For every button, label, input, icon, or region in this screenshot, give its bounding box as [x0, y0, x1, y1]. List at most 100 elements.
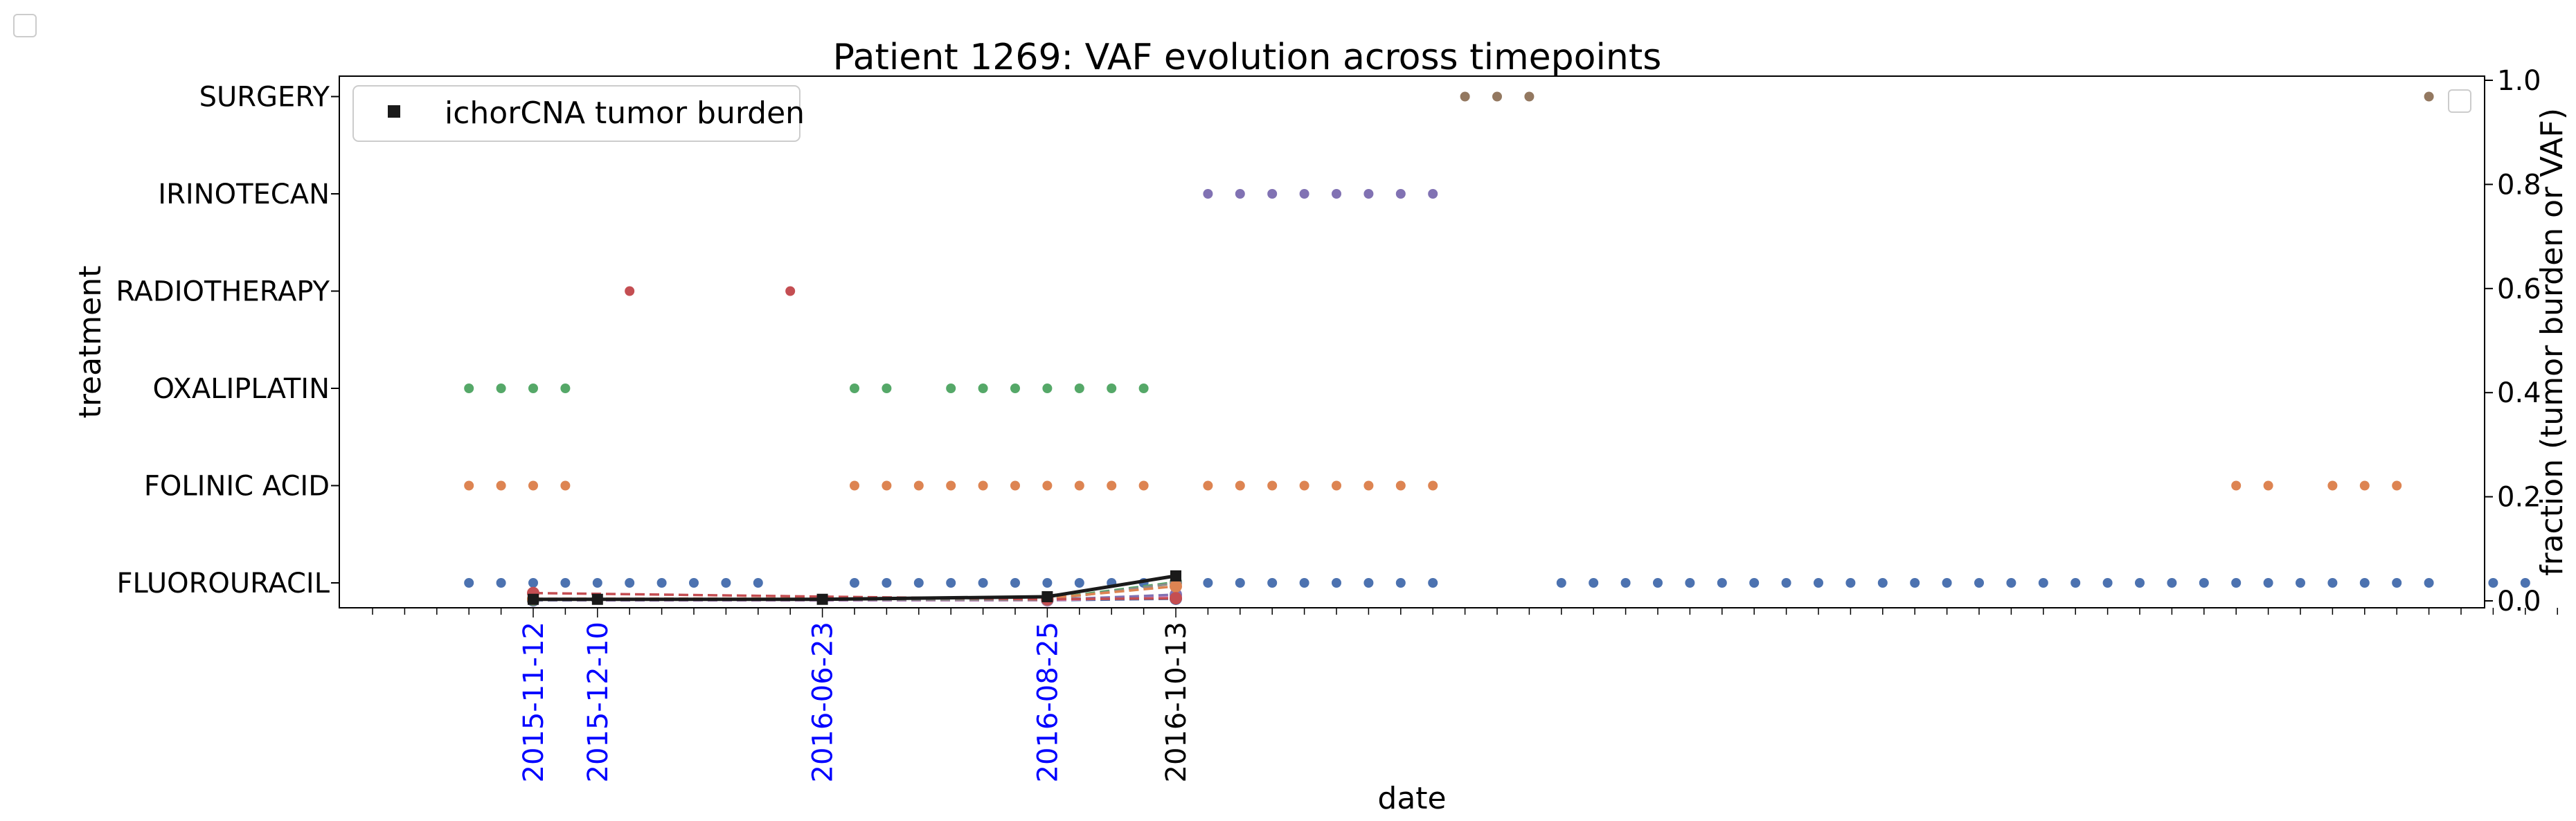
- treatment-point-fluorouracil: [2167, 578, 2177, 588]
- treatment-point-fluorouracil: [753, 578, 763, 588]
- treatment-point-folinic-acid: [1010, 480, 1020, 491]
- right-tick-label-0-8: 0.8: [2497, 169, 2541, 201]
- right-axis-label: fraction (tumor burden or VAF): [2534, 108, 2570, 576]
- treatment-point-fluorouracil: [2424, 578, 2434, 588]
- treatment-point-oxaliplatin: [946, 384, 956, 393]
- treatment-point-folinic-acid: [560, 480, 571, 491]
- x-tick-label-2016-10-13: 2016-10-13: [1161, 622, 1192, 782]
- treatment-point-irinotecan: [1332, 189, 1341, 199]
- treatment-point-folinic-acid: [2392, 480, 2402, 491]
- treatment-point-oxaliplatin: [1138, 384, 1149, 393]
- treatment-point-fluorouracil: [1814, 578, 1823, 588]
- treatment-point-fluorouracil: [560, 578, 571, 588]
- treatment-point-oxaliplatin: [560, 384, 571, 393]
- left-tick-label-surgery: SURGERY: [199, 82, 330, 114]
- left-axis-label: treatment: [73, 266, 108, 419]
- treatment-point-folinic-acid: [978, 480, 988, 491]
- treatment-point-oxaliplatin: [1074, 384, 1084, 393]
- treatment-point-folinic-acid: [2327, 480, 2338, 491]
- legend-marker-square: [388, 105, 400, 118]
- series-point-ichorcna-tumor-burden: [816, 593, 828, 605]
- series-point-vaf-1: [1170, 592, 1182, 605]
- treatment-point-fluorouracil: [1363, 578, 1374, 588]
- vaf-series: [527, 570, 1182, 607]
- treatment-point-folinic-acid: [464, 480, 474, 491]
- treatment-point-fluorouracil: [2231, 578, 2242, 588]
- treatment-point-fluorouracil: [2038, 578, 2048, 588]
- legend-entry-ichorcna: ichorCNA tumor burden: [445, 96, 805, 131]
- series-point-vaf-2: [1170, 579, 1182, 593]
- treatment-point-fluorouracil: [2199, 578, 2209, 588]
- left-tick-label-folinic-acid: FOLINIC ACID: [144, 471, 330, 503]
- treatment-point-folinic-acid: [2359, 480, 2370, 491]
- legend-box: [352, 85, 800, 142]
- treatment-point-fluorouracil: [1685, 578, 1695, 588]
- series-point-ichorcna-tumor-burden: [1170, 570, 1181, 581]
- x-tick-label-2016-06-23: 2016-06-23: [807, 622, 839, 782]
- treatment-point-fluorouracil: [2327, 578, 2338, 588]
- treatment-point-radiotherapy: [785, 286, 796, 296]
- treatment-point-fluorouracil: [913, 578, 924, 588]
- treatment-point-fluorouracil: [656, 578, 667, 588]
- treatment-point-fluorouracil: [1203, 578, 1213, 588]
- left-tick-label-radiotherapy: RADIOTHERAPY: [116, 276, 330, 308]
- treatment-point-folinic-acid: [1203, 480, 1213, 491]
- treatment-point-oxaliplatin: [850, 384, 859, 393]
- treatment-point-fluorouracil: [1589, 578, 1599, 588]
- treatment-point-oxaliplatin: [1107, 384, 1117, 393]
- treatment-point-fluorouracil: [1620, 578, 1631, 588]
- left-tick-label-fluorouracil: FLUOROURACIL: [117, 568, 330, 599]
- treatment-point-fluorouracil: [2263, 578, 2273, 588]
- treatment-point-irinotecan: [1235, 189, 1245, 199]
- treatment-point-folinic-acid: [850, 480, 859, 491]
- treatment-point-fluorouracil: [1717, 578, 1727, 588]
- treatment-point-fluorouracil: [1942, 578, 1952, 588]
- treatment-point-folinic-acid: [2263, 480, 2273, 491]
- treatment-point-folinic-acid: [1332, 480, 1341, 491]
- left-axis-ticks: FLUOROURACIL FOLINIC ACID OXALIPLATIN RADIO…: [116, 82, 339, 599]
- series-point-ichorcna-tumor-burden: [528, 593, 539, 605]
- treatment-point-fluorouracil: [496, 578, 506, 588]
- treatment-point-fluorouracil: [978, 578, 988, 588]
- treatment-point-surgery: [2424, 91, 2434, 102]
- treatment-point-fluorouracil: [1395, 578, 1406, 588]
- x-tick-label-2015-11-12: 2015-11-12: [518, 622, 550, 782]
- plot-frame: [339, 75, 2485, 608]
- treatment-point-folinic-acid: [528, 480, 538, 491]
- treatment-point-fluorouracil: [1781, 578, 1791, 588]
- treatment-point-fluorouracil: [2006, 578, 2016, 588]
- x-tick-label-2015-12-10: 2015-12-10: [582, 622, 614, 782]
- legend: ichorCNA tumor burden: [352, 85, 805, 142]
- x-tick-label-2016-08-25: 2016-08-25: [1032, 622, 1064, 782]
- treatment-point-fluorouracil: [1074, 578, 1084, 588]
- treatment-point-fluorouracil: [1877, 578, 1888, 588]
- corner-checkbox[interactable]: [13, 14, 37, 37]
- treatment-point-folinic-acid: [1074, 480, 1084, 491]
- treatment-point-irinotecan: [1395, 189, 1406, 199]
- right-tick-label-1-0: 1.0: [2497, 65, 2541, 97]
- treatment-point-irinotecan: [1299, 189, 1309, 199]
- treatment-point-folinic-acid: [1299, 480, 1309, 491]
- treatment-point-fluorouracil: [1845, 578, 1856, 588]
- empty-legend-box: [2448, 89, 2471, 113]
- series-point-ichorcna-tumor-burden: [1041, 590, 1053, 602]
- treatment-point-folinic-acid: [2231, 480, 2242, 491]
- treatment-point-fluorouracil: [1267, 578, 1278, 588]
- treatment-point-fluorouracil: [2296, 578, 2305, 588]
- x-axis-label: date: [1377, 781, 1446, 816]
- treatment-point-folinic-acid: [1363, 480, 1374, 491]
- treatment-point-surgery: [1524, 91, 1535, 102]
- left-tick-label-oxaliplatin: OXALIPLATIN: [152, 373, 330, 405]
- treatment-point-irinotecan: [1363, 189, 1374, 199]
- treatment-point-irinotecan: [1428, 189, 1438, 199]
- treatment-point-fluorouracil: [1910, 578, 1920, 588]
- left-tick-label-irinotecan: IRINOTECAN: [158, 179, 330, 210]
- chart-title: Patient 1269: VAF evolution across timep…: [833, 37, 1662, 78]
- treatment-point-fluorouracil: [2488, 578, 2498, 588]
- treatment-point-fluorouracil: [721, 578, 731, 588]
- treatment-point-radiotherapy: [625, 286, 635, 296]
- treatment-point-fluorouracil: [850, 578, 859, 588]
- treatment-point-oxaliplatin: [882, 384, 892, 393]
- treatment-points: [464, 91, 2530, 588]
- treatment-point-fluorouracil: [1653, 578, 1663, 588]
